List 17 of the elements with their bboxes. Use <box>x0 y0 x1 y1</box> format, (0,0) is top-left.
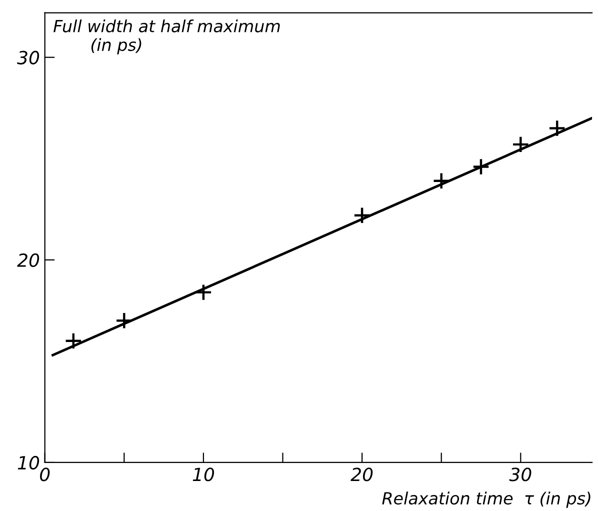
point <box>64 332 82 350</box>
x-tick-label: 30 <box>509 468 532 482</box>
x-tick-label: 10 <box>192 468 214 482</box>
y-axis-title: Full width at half maximum (in ps) <box>54 20 280 54</box>
y-tick-label: 20 <box>17 253 40 268</box>
point <box>115 312 133 330</box>
point <box>353 206 371 224</box>
y-tick-label: 10 <box>18 456 40 470</box>
point <box>432 172 450 190</box>
x-axis-title: Relaxation time τ (in ps) <box>382 492 590 508</box>
point <box>472 158 490 176</box>
point <box>194 284 212 302</box>
x-tick-label: 20 <box>350 468 373 482</box>
y-tick-label: 30 <box>17 50 40 64</box>
point <box>548 120 566 137</box>
point <box>512 136 530 154</box>
x-tick-label: 0 <box>40 468 50 482</box>
